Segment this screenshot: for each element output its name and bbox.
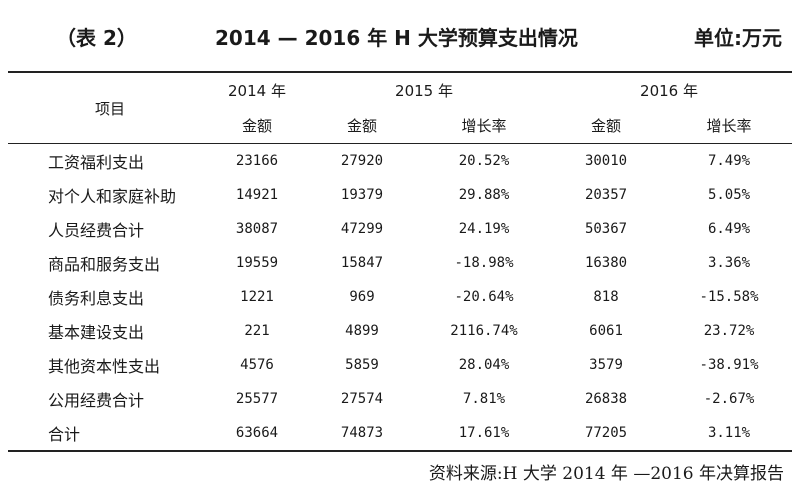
growth-2015: 20.52% — [458, 153, 510, 169]
growth-2015: 28.04% — [458, 357, 510, 373]
amount-2015: 27920 — [340, 153, 384, 169]
growth-2016: 6.49% — [707, 221, 751, 237]
table-row: 商品和服务支出 19559 15847 -18.98% 16380 3.36% — [8, 246, 792, 280]
subheader-amount-2016: 金额 — [591, 117, 622, 135]
header-row-years: 项目 2014 年 2015 年 2016 年 — [8, 72, 793, 118]
amount-2015: 19379 — [340, 187, 384, 203]
amount-2014: 63664 — [235, 425, 279, 441]
growth-2016: -15.58% — [699, 289, 759, 305]
row-item: 人员经费合计 — [48, 221, 145, 240]
table-row: 基本建设支出 221 4899 2116.74% 6061 23.72% — [8, 314, 792, 348]
growth-2015: 24.19% — [458, 221, 510, 237]
amount-2015: 4899 — [345, 323, 379, 339]
amount-2014: 4576 — [240, 357, 274, 373]
amount-2015: 969 — [349, 289, 375, 305]
amount-2015: 74873 — [340, 425, 384, 441]
table-row: 其他资本性支出 4576 5859 28.04% 3579 -38.91% — [8, 348, 792, 382]
table-title: 2014 — 2016 年 H 大学预算支出情况 — [215, 26, 578, 50]
subheader-amount-2014: 金额 — [241, 117, 272, 135]
subheader-amount-2015: 金额 — [346, 117, 377, 135]
table-row: 债务利息支出 1221 969 -20.64% 818 -15.58% — [8, 280, 792, 314]
row-item: 商品和服务支出 — [48, 255, 161, 274]
table-row: 工资福利支出 23166 27920 20.52% 30010 7.49% — [8, 144, 792, 179]
amount-2015: 27574 — [340, 391, 384, 407]
amount-2014: 14921 — [235, 187, 279, 203]
table-row: 对个人和家庭补助 14921 19379 29.88% 20357 5.05% — [8, 178, 792, 212]
growth-2016: 3.36% — [707, 255, 751, 271]
table-row-total: 合计 63664 74873 17.61% 77205 3.11% — [8, 416, 793, 451]
growth-2015: 2116.74% — [450, 323, 518, 339]
row-item: 合计 — [48, 425, 81, 444]
amount-2016: 818 — [593, 289, 619, 305]
amount-2015: 15847 — [340, 255, 384, 271]
growth-2015: 17.61% — [458, 425, 510, 441]
row-item: 对个人和家庭补助 — [48, 187, 177, 206]
growth-2016: -2.67% — [703, 391, 755, 407]
growth-2015: 29.88% — [458, 187, 510, 203]
column-header-item: 项目 — [94, 99, 125, 118]
amount-2014: 23166 — [235, 153, 279, 169]
row-item: 公用经费合计 — [48, 391, 145, 410]
growth-2015: 7.81% — [462, 391, 506, 407]
amount-2016: 20357 — [584, 187, 628, 203]
column-header-2014: 2014 年 — [228, 82, 286, 100]
amount-2016: 77205 — [584, 425, 628, 441]
table-row: 人员经费合计 38087 47299 24.19% 50367 6.49% — [8, 212, 792, 246]
growth-2015: -20.64% — [454, 289, 514, 305]
unit-label: 单位:万元 — [694, 26, 782, 50]
growth-2016: 5.05% — [707, 187, 751, 203]
amount-2016: 3579 — [589, 357, 623, 373]
header-row-sub: 金额 金额 增长率 金额 增长率 — [8, 108, 793, 144]
column-header-2015: 2015 年 — [395, 82, 453, 100]
growth-2016: 7.49% — [707, 153, 751, 169]
amount-2014: 221 — [244, 323, 270, 339]
amount-2016: 30010 — [584, 153, 628, 169]
row-item: 基本建设支出 — [48, 323, 145, 342]
table-header: （表 2） 2014 — 2016 年 H 大学预算支出情况 单位:万元 — [0, 22, 800, 56]
amount-2014: 1221 — [240, 289, 274, 305]
amount-2015: 5859 — [345, 357, 379, 373]
growth-2015: -18.98% — [454, 255, 514, 271]
amount-2016: 26838 — [584, 391, 628, 407]
table-row: 公用经费合计 25577 27574 7.81% 26838 -2.67% — [8, 382, 792, 416]
table-number-label: （表 2） — [56, 26, 137, 50]
growth-2016: -38.91% — [699, 357, 759, 373]
amount-2016: 6061 — [589, 323, 623, 339]
subheader-growth-2016: 增长率 — [706, 117, 752, 135]
amount-2015: 47299 — [340, 221, 384, 237]
amount-2016: 50367 — [584, 221, 628, 237]
source-note: 资料来源:H 大学 2014 年 —2016 年决算报告 — [428, 464, 784, 484]
amount-2016: 16380 — [584, 255, 628, 271]
subheader-growth-2015: 增长率 — [461, 117, 507, 135]
row-item: 工资福利支出 — [48, 153, 145, 172]
amount-2014: 19559 — [235, 255, 279, 271]
row-item: 其他资本性支出 — [48, 357, 161, 376]
amount-2014: 38087 — [235, 221, 279, 237]
budget-table: 项目 2014 年 2015 年 2016 年 金额 金额 增长率 金额 增长率… — [8, 71, 793, 452]
row-item: 债务利息支出 — [48, 289, 145, 308]
column-header-2016: 2016 年 — [640, 82, 698, 100]
growth-2016: 3.11% — [707, 425, 751, 441]
growth-2016: 23.72% — [703, 323, 755, 339]
amount-2014: 25577 — [235, 391, 279, 407]
